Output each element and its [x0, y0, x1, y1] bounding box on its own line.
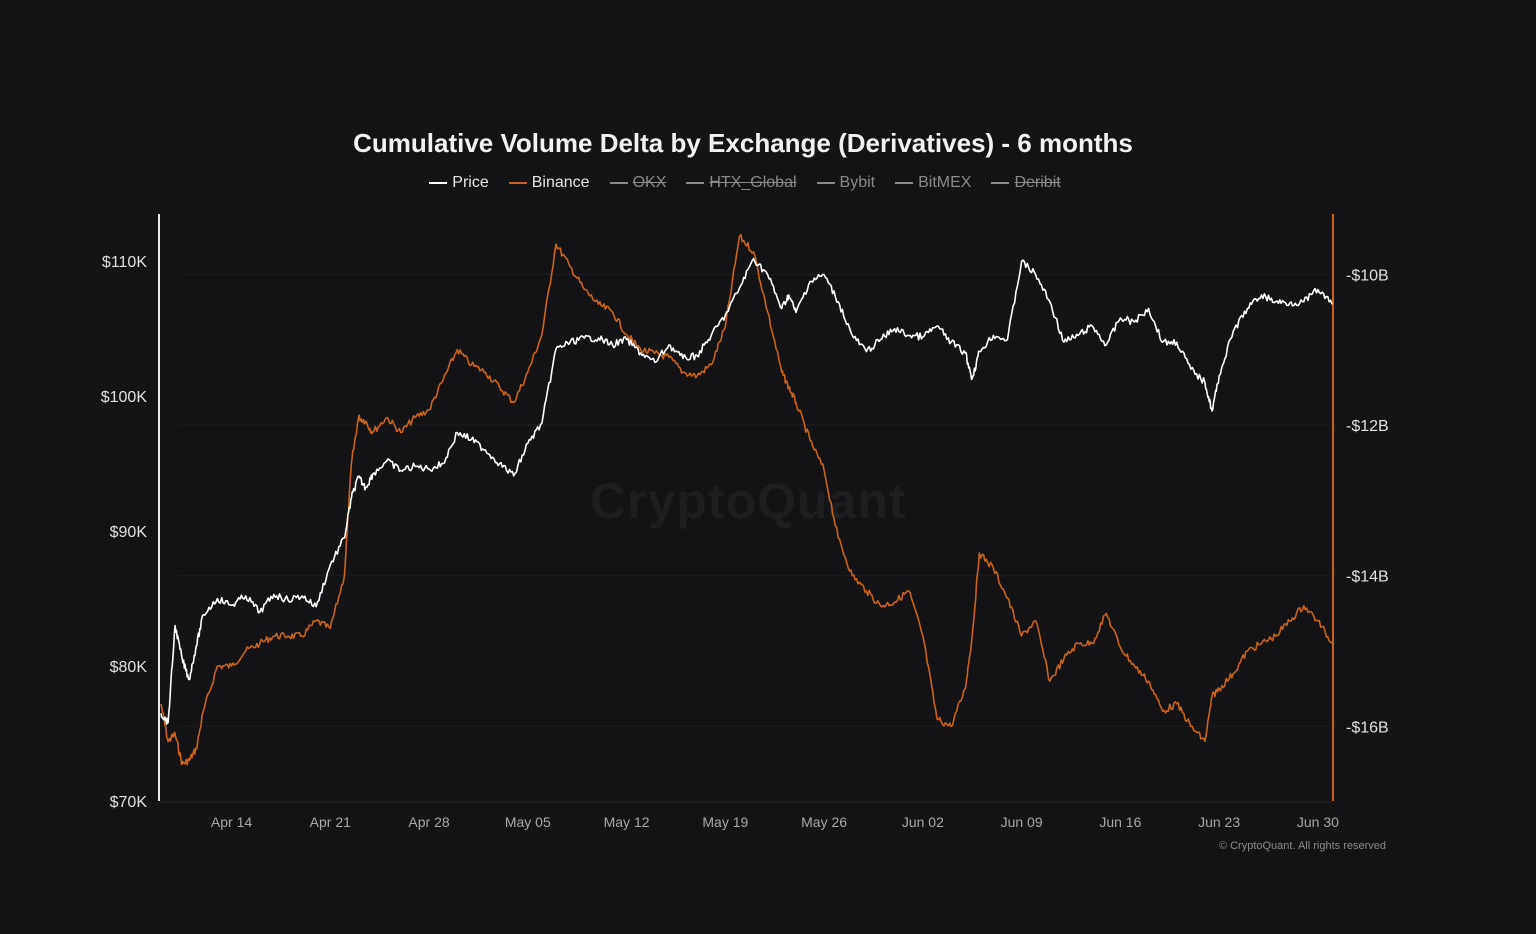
legend-swatch	[686, 182, 705, 184]
chart-title: Cumulative Volume Delta by Exchange (Der…	[353, 128, 1133, 158]
x-tick-label: May 05	[505, 814, 551, 830]
legend-swatch	[816, 182, 835, 184]
legend-label: Deribit	[1014, 174, 1061, 191]
legend-swatch	[991, 182, 1010, 184]
y-left-tick-label: $90K	[110, 524, 148, 541]
y-right-tick-label: -$12B	[1346, 418, 1389, 435]
y-right-tick-label: -$10B	[1346, 267, 1389, 284]
x-tick-label: Jun 16	[1099, 814, 1141, 830]
x-tick-label: Jun 02	[902, 814, 944, 830]
legend-label: Binance	[531, 174, 590, 191]
legend-swatch	[609, 182, 628, 184]
y-right-tick-label: -$16B	[1346, 719, 1389, 736]
y-right-tick-label: -$14B	[1346, 569, 1389, 586]
watermark: CryptoQuant	[590, 473, 907, 529]
legend-item-price[interactable]: Price	[429, 174, 489, 192]
x-tick-label: Jun 23	[1198, 814, 1240, 830]
y-left-tick-label: $100K	[101, 389, 148, 406]
x-tick-label: Jun 09	[1001, 814, 1043, 830]
legend: Price Binance OKX HTX_Global Bybit BitMEX Deri…	[0, 174, 1490, 192]
y-left-tick-label: $70K	[110, 794, 148, 811]
x-tick-label: Apr 21	[310, 814, 351, 830]
legend-item-bybit[interactable]: Bybit	[816, 174, 876, 192]
series-line-binance	[160, 233, 1333, 766]
y-left-tick-label: $80K	[110, 659, 148, 676]
legend-label: Bybit	[839, 174, 876, 191]
legend-item-htx-global[interactable]: HTX_Global	[686, 174, 797, 192]
legend-label: OKX	[632, 174, 667, 191]
legend-label: Price	[452, 174, 489, 191]
x-tick-label: May 19	[702, 814, 748, 830]
legend-item-bitmex[interactable]: BitMEX	[895, 174, 971, 192]
x-tick-label: May 26	[801, 814, 847, 830]
x-tick-label: May 12	[604, 814, 650, 830]
legend-item-deribit[interactable]: Deribit	[991, 174, 1061, 192]
series-line-price	[160, 257, 1333, 726]
legend-swatch	[429, 182, 448, 184]
x-tick-label: Apr 28	[408, 814, 449, 830]
copyright-text: © CryptoQuant. All rights reserved	[1218, 840, 1386, 852]
legend-label: BitMEX	[918, 174, 972, 191]
legend-swatch	[895, 182, 914, 184]
x-tick-label: Apr 14	[211, 814, 252, 830]
legend-label: HTX_Global	[709, 174, 797, 191]
x-tick-label: Jun 30	[1297, 814, 1339, 830]
legend-item-okx[interactable]: OKX	[609, 174, 667, 192]
y-left-tick-label: $110K	[102, 254, 147, 271]
legend-item-binance[interactable]: Binance	[508, 174, 590, 192]
legend-swatch	[508, 182, 527, 184]
